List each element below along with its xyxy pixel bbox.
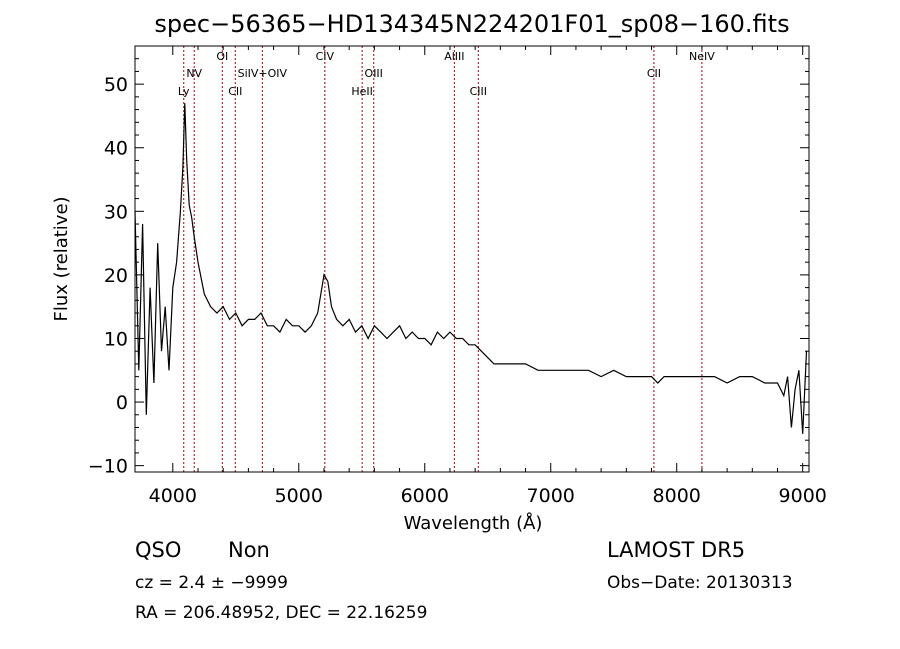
survey-name: LAMOST DR5 (607, 538, 746, 562)
y-tick-label: 20 (104, 265, 128, 287)
object-class: QSO (135, 538, 182, 562)
observation-date: Obs−Date: 20130313 (607, 573, 793, 593)
chart-title: spec−56365−HD134345N224201F01_sp08−160.f… (154, 10, 789, 38)
x-axis-ticks: 4000 5000 6000 7000 8000 9000 (149, 46, 827, 507)
line-markers: Ly NV OI CII SiIV+OIV CIV HeII OIII AlIII CIII CII… (178, 46, 715, 472)
y-tick-label: −10 (88, 456, 128, 478)
line-label-siiv-oiv: SiIV+OIV (238, 67, 288, 80)
line-label-nv: NV (186, 67, 202, 80)
y-axis-ticks: −10 0 10 20 30 40 50 (88, 58, 809, 478)
y-tick-label: 50 (104, 74, 128, 96)
x-tick-label: 8000 (653, 485, 701, 507)
y-tick-label: 0 (116, 392, 128, 414)
line-label-civ: CIV (316, 50, 335, 63)
x-tick-label: 7000 (527, 485, 575, 507)
x-tick-label: 5000 (275, 485, 323, 507)
line-label-cii: CII (647, 67, 661, 80)
y-axis-label: Flux (relative) (51, 196, 72, 321)
y-tick-label: 30 (104, 201, 128, 223)
x-tick-label: 9000 (779, 485, 827, 507)
x-axis-label: Wavelength (Å) (404, 512, 543, 534)
x-tick-label: 4000 (149, 485, 197, 507)
object-subclass: Non (228, 538, 270, 562)
y-tick-label: 40 (104, 138, 128, 160)
plot-frame (134, 45, 810, 473)
line-label-neiv: NeIV (689, 50, 715, 63)
spectrum-line (134, 103, 808, 434)
x-tick-label: 6000 (401, 485, 449, 507)
line-label-oiii: OIII (365, 67, 383, 80)
coordinates-readout: RA = 206.48952, DEC = 22.16259 (135, 603, 428, 623)
redshift-readout: cz = 2.4 ± −9999 (135, 573, 288, 593)
line-label-aliii: AlIII (444, 50, 464, 63)
line-label-oi: OI (216, 50, 228, 63)
line-label-ly: Ly (178, 85, 190, 98)
y-tick-label: 10 (104, 328, 128, 350)
line-label-heii: HeII (351, 85, 373, 98)
line-label-ciii: CIII (470, 85, 487, 98)
line-label-cii: CII (228, 85, 242, 98)
